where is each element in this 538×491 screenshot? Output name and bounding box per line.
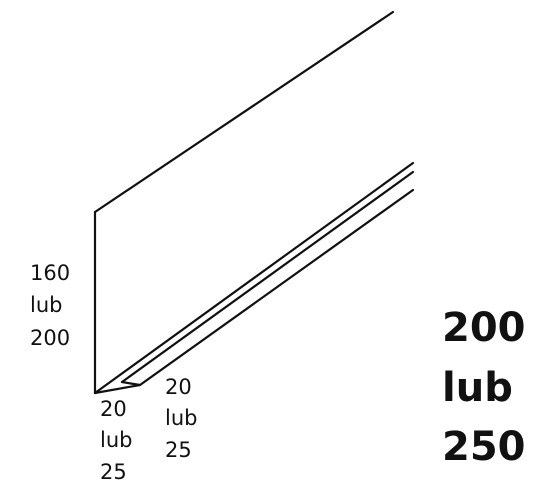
dim-text: 20 xyxy=(165,375,192,399)
dim-text: lub xyxy=(30,293,62,317)
dim-text: 200 xyxy=(30,326,70,350)
length-text: lub xyxy=(442,365,513,411)
dim-text: 25 xyxy=(100,460,127,484)
top-edge xyxy=(93,10,395,214)
flange-outer-edge xyxy=(93,188,415,395)
dim-text: 25 xyxy=(165,438,192,462)
length-text: 200 xyxy=(442,305,526,351)
flange-end xyxy=(120,380,142,387)
length-label: 200 lub 250 xyxy=(442,305,526,470)
dim-text: lub xyxy=(100,428,132,452)
inner-fold-edge xyxy=(93,161,415,395)
dim-text: lub xyxy=(165,406,197,430)
flange-inner-edge xyxy=(120,170,415,384)
flange-side-label: 20 lub 25 xyxy=(165,375,197,462)
outline xyxy=(93,10,415,395)
height-label: 160 lub 200 xyxy=(30,261,70,350)
length-text: 250 xyxy=(442,424,526,470)
flange-front-label: 20 lub 25 xyxy=(100,397,132,484)
dim-text: 20 xyxy=(100,397,127,421)
dim-text: 160 xyxy=(30,261,70,285)
